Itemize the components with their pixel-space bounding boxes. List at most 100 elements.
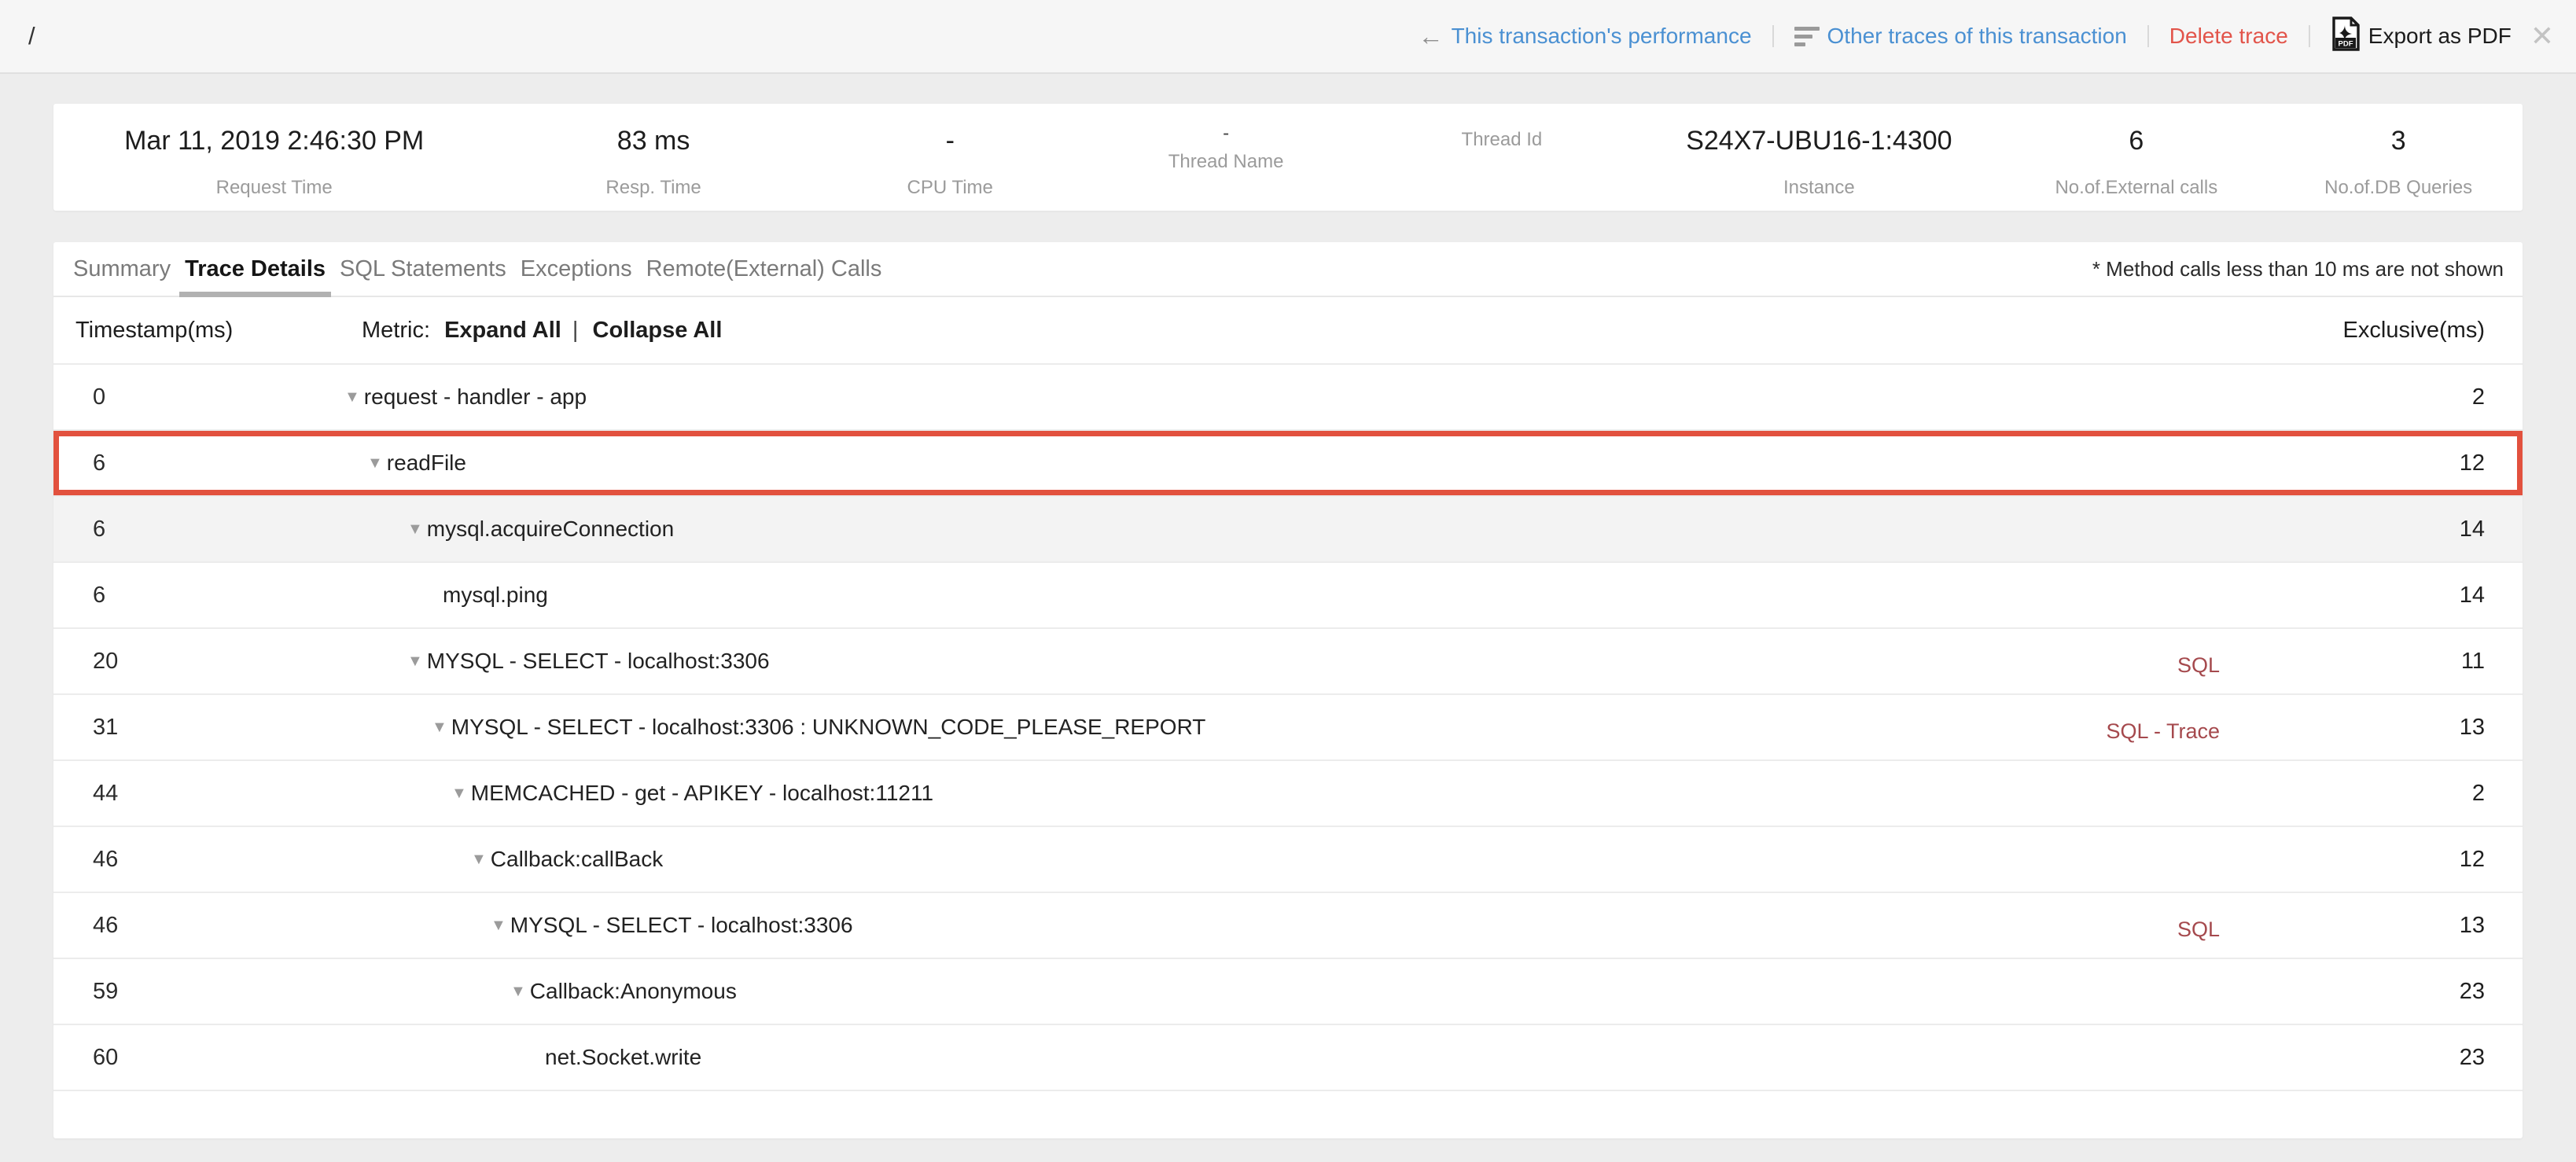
stat-request-time: Mar 11, 2019 2:46:30 PM Request Time — [124, 125, 425, 198]
stat-thread-name: - Thread Name — [1168, 123, 1284, 172]
pdf-icon: PDF — [2331, 16, 2361, 57]
metric-label: mysql.acquireConnection — [426, 517, 675, 541]
caret-down-icon[interactable]: ▼ — [344, 388, 360, 406]
exclusive-header: Exclusive(ms) — [2342, 317, 2485, 343]
stat-instance: S24X7-UBU16-1:4300 Instance — [1686, 125, 1952, 198]
trace-row[interactable]: 46 ▼ Callback:callBack 12 — [53, 827, 2523, 893]
caret-down-icon[interactable]: ▼ — [407, 652, 423, 670]
metric-label: MYSQL - SELECT - localhost:3306 — [426, 649, 770, 673]
divider — [1772, 25, 1774, 47]
row-exclusive: 23 — [2459, 978, 2485, 1004]
tab-summary[interactable]: Summary — [73, 256, 171, 281]
export-pdf-button[interactable]: PDF Export as PDF — [2331, 16, 2512, 57]
row-exclusive: 11 — [2460, 648, 2485, 674]
metric-label: MYSQL - SELECT - localhost:3306 — [510, 913, 853, 937]
row-exclusive: 12 — [2459, 450, 2485, 476]
trace-row[interactable]: 59 ▼ Callback:Anonymous 23 — [53, 959, 2523, 1025]
trace-row[interactable]: 46 ▼ MYSQL - SELECT - localhost:3306 SQL… — [53, 893, 2523, 959]
row-exclusive: 2 — [2471, 780, 2485, 806]
row-metric: ▼ mysql.acquireConnection — [344, 517, 1803, 542]
row-timestamp: 6 — [93, 450, 106, 476]
tab-trace-details[interactable]: Trace Details — [178, 242, 333, 297]
row-timestamp: 20 — [93, 648, 119, 674]
row-exclusive: 13 — [2459, 714, 2485, 740]
row-links — [1803, 855, 2220, 863]
row-links — [1803, 789, 2220, 797]
sql-link[interactable]: SQL — [2106, 719, 2148, 743]
row-metric: mysql.ping — [344, 583, 1803, 608]
expand-all-button[interactable]: Expand All — [444, 317, 561, 343]
row-links — [1803, 459, 2220, 467]
delete-trace-button[interactable]: Delete trace — [2169, 24, 2288, 48]
tab-exceptions[interactable]: Exceptions — [520, 256, 632, 281]
collapse-all-button[interactable]: Collapse All — [592, 317, 723, 343]
metric-label: Callback:Anonymous — [529, 979, 737, 1003]
divider — [2147, 25, 2149, 47]
metric-label: request - handler - app — [363, 384, 587, 409]
metric-label: net.Socket.write — [545, 1045, 702, 1069]
tab-sql-statements[interactable]: SQL Statements — [340, 256, 506, 281]
metric-label: readFile — [386, 450, 466, 475]
close-icon[interactable]: ✕ — [2530, 20, 2554, 52]
row-links — [1803, 525, 2220, 533]
timestamp-header: Timestamp(ms) — [75, 317, 234, 343]
trace-row[interactable]: 6 mysql.ping 14 — [53, 563, 2523, 629]
row-exclusive: 14 — [2459, 516, 2485, 542]
caret-down-icon[interactable]: ▼ — [510, 982, 526, 1000]
tabs-bar: Summary Trace Details SQL Statements Exc… — [53, 242, 2523, 297]
trace-row[interactable]: 44 ▼ MEMCACHED - get - APIKEY - localhos… — [53, 761, 2523, 827]
row-timestamp: 46 — [93, 846, 119, 872]
tab-remote-calls[interactable]: Remote(External) Calls — [646, 256, 882, 281]
row-links — [1803, 591, 2220, 599]
row-timestamp: 0 — [93, 384, 106, 410]
trace-row[interactable]: 6 ▼ readFile 12 — [53, 431, 2523, 497]
row-timestamp: 31 — [93, 714, 119, 740]
row-timestamp: 59 — [93, 978, 119, 1004]
trace-row[interactable]: 31 ▼ MYSQL - SELECT - localhost:3306 : U… — [53, 695, 2523, 761]
row-timestamp: 46 — [93, 912, 119, 938]
trace-table-header: Timestamp(ms) Metric: Expand All | Colla… — [53, 297, 2523, 365]
stat-cpu-time: - CPU Time — [907, 125, 993, 198]
row-metric: net.Socket.write — [344, 1045, 1803, 1070]
trace-summary-bar: Mar 11, 2019 2:46:30 PM Request Time 83 … — [53, 104, 2523, 211]
caret-down-icon[interactable]: ▼ — [491, 916, 506, 934]
row-metric: ▼ MEMCACHED - get - APIKEY - localhost:1… — [344, 781, 1803, 806]
trace-details-panel: Summary Trace Details SQL Statements Exc… — [53, 242, 2523, 1138]
link-separator: - — [2147, 719, 2166, 743]
trace-link[interactable]: Trace — [2166, 719, 2220, 743]
row-metric: ▼ MYSQL - SELECT - localhost:3306 : UNKN… — [344, 715, 1803, 740]
other-traces-link[interactable]: Other traces of this transaction — [1794, 24, 2127, 49]
metric-label: MEMCACHED - get - APIKEY - localhost:112… — [470, 781, 934, 805]
row-metric: ▼ MYSQL - SELECT - localhost:3306 — [344, 913, 1803, 938]
sql-link[interactable]: SQL — [2177, 653, 2220, 677]
sql-link[interactable]: SQL — [2177, 917, 2220, 941]
row-links: SQL — [1803, 645, 2220, 678]
caret-down-icon[interactable]: ▼ — [471, 850, 487, 868]
trace-row[interactable]: 20 ▼ MYSQL - SELECT - localhost:3306 SQL… — [53, 629, 2523, 695]
transaction-path: / — [28, 22, 35, 50]
metric-header: Metric: Expand All | Collapse All — [362, 317, 723, 343]
top-bar: / ← This transaction's performance Other… — [0, 0, 2576, 74]
stat-external-calls: 6 No.of.External calls — [2055, 125, 2218, 198]
row-exclusive: 23 — [2459, 1044, 2485, 1070]
arrow-left-icon: ← — [1418, 22, 1444, 50]
row-links — [1803, 1054, 2220, 1061]
row-links — [1803, 393, 2220, 401]
caret-down-icon[interactable]: ▼ — [367, 454, 383, 472]
metric-label: Callback:callBack — [490, 847, 664, 871]
row-links: SQL — [1803, 910, 2220, 942]
trace-row[interactable]: 60 net.Socket.write 23 — [53, 1025, 2523, 1091]
transaction-performance-link[interactable]: ← This transaction's performance — [1418, 22, 1752, 50]
caret-down-icon[interactable]: ▼ — [432, 718, 447, 736]
row-links — [1803, 987, 2220, 995]
row-exclusive: 2 — [2471, 384, 2485, 410]
trace-row[interactable]: 6 ▼ mysql.acquireConnection 14 — [53, 497, 2523, 563]
row-timestamp: 44 — [93, 780, 119, 806]
trace-row[interactable]: 0 ▼ request - handler - app 2 — [53, 365, 2523, 431]
trace-rows: 0 ▼ request - handler - app 2 6 ▼ readFi… — [53, 365, 2523, 1091]
row-metric: ▼ request - handler - app — [344, 384, 1803, 410]
caret-down-icon[interactable]: ▼ — [407, 520, 423, 538]
row-timestamp: 6 — [93, 582, 106, 608]
row-timestamp: 60 — [93, 1044, 119, 1070]
caret-down-icon[interactable]: ▼ — [451, 784, 467, 802]
